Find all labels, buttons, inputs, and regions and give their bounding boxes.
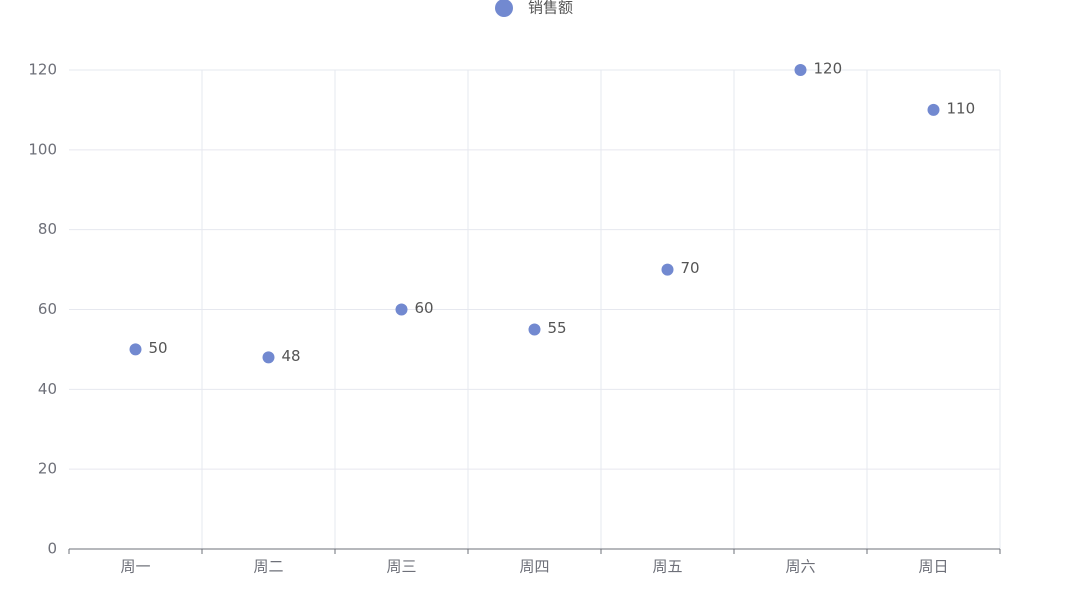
y-tick-label: 120 bbox=[28, 61, 57, 79]
y-tick-label: 0 bbox=[47, 540, 57, 558]
x-tick-label: 周四 bbox=[519, 558, 549, 576]
y-tick-label: 20 bbox=[38, 460, 57, 478]
point bbox=[528, 323, 541, 336]
value-label: 48 bbox=[282, 347, 301, 365]
y-tick-label: 60 bbox=[38, 300, 57, 318]
value-label: 110 bbox=[947, 99, 976, 117]
point bbox=[661, 263, 674, 276]
y-tick-label: 40 bbox=[38, 380, 57, 398]
x-tick-label: 周二 bbox=[253, 558, 283, 576]
point bbox=[927, 103, 940, 116]
y-tick-label: 100 bbox=[28, 140, 57, 158]
point bbox=[794, 64, 807, 76]
x-tick-label: 周三 bbox=[386, 558, 416, 576]
y-tick-label: 80 bbox=[38, 220, 57, 238]
point bbox=[129, 343, 142, 356]
x-tick-label: 周六 bbox=[785, 558, 815, 576]
point bbox=[395, 303, 408, 316]
point bbox=[262, 351, 275, 364]
legend-marker bbox=[495, 0, 513, 17]
value-label: 70 bbox=[681, 259, 700, 277]
value-label: 50 bbox=[149, 339, 168, 357]
value-label: 60 bbox=[415, 299, 434, 317]
x-tick-label: 周一 bbox=[120, 558, 150, 576]
value-label: 55 bbox=[548, 319, 567, 337]
value-label: 120 bbox=[814, 60, 843, 78]
legend-label: 销售额 bbox=[528, 0, 573, 17]
x-tick-label: 周五 bbox=[652, 558, 682, 576]
x-tick-label: 周日 bbox=[918, 558, 948, 576]
